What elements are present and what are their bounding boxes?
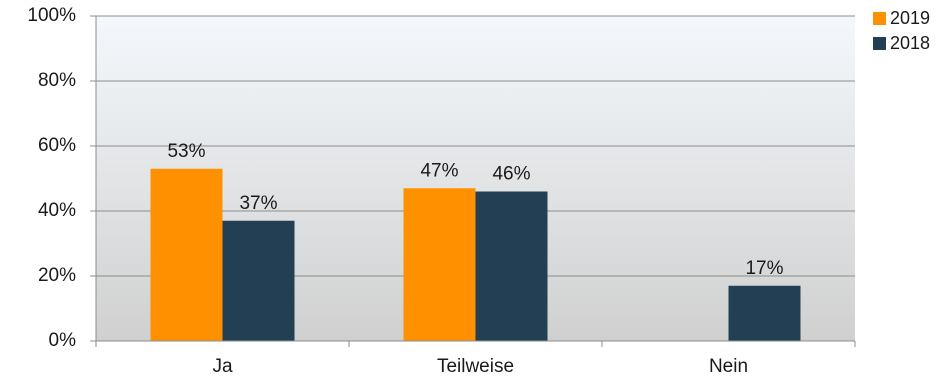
- legend: 2019 2018: [873, 8, 930, 53]
- data-label: 37%: [239, 193, 277, 214]
- data-label: 46%: [492, 164, 530, 185]
- bar-2019-teilweise: [403, 188, 476, 341]
- data-label: 53%: [167, 141, 205, 162]
- bar-2018-nein: [728, 285, 801, 341]
- y-tick-label: 80%: [38, 70, 76, 91]
- data-label: 17%: [745, 258, 783, 279]
- y-tick-label: 60%: [38, 135, 76, 156]
- y-tick-label: 0%: [49, 330, 77, 351]
- legend-label: 2018: [890, 33, 930, 53]
- x-tick-label: Ja: [212, 356, 233, 377]
- x-tick-label: Nein: [709, 356, 748, 377]
- bar-2018-ja: [222, 220, 295, 341]
- legend-label: 2019: [890, 8, 930, 28]
- x-tick-label: Teilweise: [437, 356, 514, 377]
- bars: [150, 168, 801, 341]
- bar-2019-ja: [150, 168, 223, 341]
- data-label: 47%: [420, 160, 458, 181]
- y-tick-label: 100%: [27, 5, 76, 26]
- bar-2018-teilweise: [475, 191, 548, 341]
- y-tick-label: 20%: [38, 265, 76, 286]
- legend-swatch-2019: [873, 12, 886, 25]
- legend-swatch-2018: [873, 37, 886, 50]
- y-tick-label: 40%: [38, 200, 76, 221]
- axes: 0% 20% 40% 60% 80% 100%: [27, 5, 856, 351]
- labels: 53% 37% Ja 47% 46% Teilweise 17% Nein: [167, 141, 783, 377]
